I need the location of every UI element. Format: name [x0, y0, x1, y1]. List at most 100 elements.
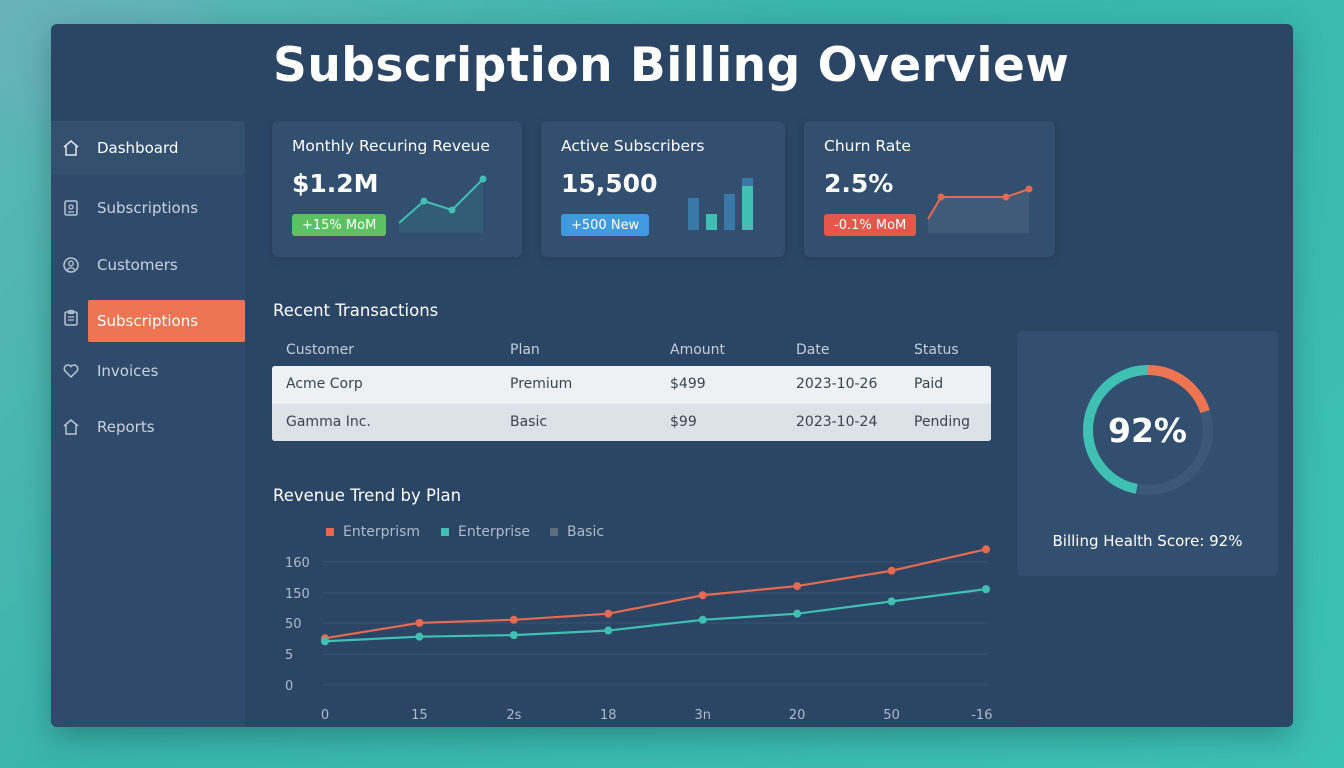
- sidebar-item-invoices[interactable]: Invoices: [51, 344, 245, 398]
- legend-swatch: [441, 528, 449, 536]
- sidebar-item-customers[interactable]: Customers: [51, 238, 245, 292]
- cell-date: 2023-10-24: [796, 414, 878, 430]
- sidebar: Dashboard Subscriptions Customers Invoic…: [51, 121, 245, 727]
- y-tick-label: 5: [285, 648, 293, 663]
- y-tick-label: 50: [285, 617, 302, 632]
- home-icon: [62, 139, 80, 157]
- health-score-label: Billing Health Score: 92%: [1052, 532, 1243, 550]
- y-tick-label: 0: [285, 679, 293, 694]
- card-title: Active Subscribers: [561, 137, 705, 155]
- sidebar-item-subscriptions[interactable]: Subscriptions: [51, 181, 245, 235]
- x-tick-label: 2s: [506, 708, 521, 719]
- dashboard-window: Subscription Billing Overview Dashboard …: [51, 24, 1293, 727]
- x-tick-label: 15: [411, 708, 428, 719]
- card-value: 2.5%: [824, 169, 894, 198]
- health-gauge: [1083, 365, 1213, 495]
- billing-health-panel: 92% Billing Health Score: 92%: [1017, 331, 1278, 576]
- x-tick-label: 50: [883, 708, 900, 719]
- cell-amount: $499: [670, 376, 706, 392]
- sidebar-item-dashboard[interactable]: Dashboard: [51, 121, 245, 175]
- status-badge: -0.1% MoM: [824, 214, 917, 236]
- card-value: $1.2M: [292, 169, 379, 198]
- subscribers-card: Active Subscribers 15,500 +500 New: [541, 121, 785, 257]
- status-badge: +15% MoM: [292, 214, 387, 236]
- data-point[interactable]: [982, 585, 990, 594]
- y-tick-label: 160: [285, 556, 310, 571]
- data-point[interactable]: [698, 615, 707, 624]
- column-header-customer[interactable]: Customer: [286, 342, 355, 358]
- legend-label: Enterprism: [343, 524, 421, 540]
- cell-customer: Acme Corp: [286, 376, 363, 392]
- legend-swatch: [326, 528, 334, 536]
- revenue-trend-chart: 0 5 50 150 160 0 15 2s 18 3n 20 50 -160: [285, 545, 993, 719]
- data-point[interactable]: [415, 618, 424, 627]
- series-line: [324, 548, 987, 640]
- data-point[interactable]: [793, 582, 802, 591]
- legend-label: Enterprise: [458, 524, 531, 540]
- cell-plan: Premium: [510, 376, 573, 392]
- table-row[interactable]: Acme Corp Premium $499 2023-10-26 Paid: [272, 366, 991, 403]
- clipboard-icon: [62, 309, 80, 327]
- cell-amount: $99: [670, 414, 697, 430]
- user-circle-icon: [62, 256, 80, 274]
- page-title: Subscription Billing Overview: [273, 38, 1070, 93]
- cell-status: Pending: [914, 414, 970, 430]
- transactions-table: Acme Corp Premium $499 2023-10-26 Paid G…: [272, 366, 991, 441]
- card-title: Monthly Recuring Reveue: [292, 137, 490, 155]
- sidebar-item-label: Subscriptions: [97, 199, 199, 217]
- column-header-date[interactable]: Date: [796, 342, 830, 358]
- cell-status: Paid: [914, 376, 944, 392]
- gauge-orange-arc: [1083, 365, 1213, 495]
- sidebar-item-label: Subscriptions: [97, 312, 199, 330]
- data-point[interactable]: [793, 609, 802, 618]
- x-tick-label: 0: [321, 708, 329, 719]
- sidebar-item-reports[interactable]: Reports: [51, 400, 245, 454]
- mrr-sparkline: [398, 175, 487, 233]
- data-point[interactable]: [509, 615, 518, 624]
- series-line: [324, 588, 987, 643]
- card-value: 15,500: [561, 169, 658, 198]
- sidebar-item-subscriptions-icon-cell[interactable]: [51, 291, 87, 345]
- x-tick-label: 18: [600, 708, 617, 719]
- data-point[interactable]: [887, 597, 896, 606]
- sidebar-item-label: Dashboard: [97, 139, 179, 157]
- heart-icon: [62, 362, 80, 380]
- legend-item[interactable]: Basic: [550, 524, 604, 540]
- transactions-title: Recent Transactions: [273, 301, 439, 320]
- card-title: Churn Rate: [824, 137, 911, 155]
- sidebar-item-label: Reports: [97, 418, 155, 436]
- home-icon: [62, 418, 80, 436]
- y-tick-label: 150: [285, 587, 310, 602]
- churn-card: Churn Rate 2.5% -0.1% MoM: [804, 121, 1055, 257]
- sidebar-item-label: Customers: [97, 256, 178, 274]
- legend-label: Basic: [567, 524, 605, 540]
- sidebar-item-subscriptions-active[interactable]: Subscriptions: [88, 300, 245, 342]
- id-card-icon: [62, 199, 80, 217]
- data-point[interactable]: [698, 591, 707, 600]
- column-header-amount[interactable]: Amount: [670, 342, 726, 358]
- legend-item[interactable]: Enterprism: [326, 524, 420, 540]
- x-tick-label: -160: [971, 708, 993, 719]
- cell-customer: Gamma Inc.: [286, 414, 371, 430]
- cell-date: 2023-10-26: [796, 376, 878, 392]
- column-header-plan[interactable]: Plan: [510, 342, 540, 358]
- data-point[interactable]: [321, 637, 329, 646]
- data-point[interactable]: [887, 566, 896, 575]
- sidebar-item-label: Invoices: [97, 362, 159, 380]
- x-tick-label: 3n: [694, 708, 711, 719]
- chart-title: Revenue Trend by Plan: [273, 486, 462, 505]
- x-tick-label: 20: [789, 708, 806, 719]
- data-point[interactable]: [982, 545, 990, 554]
- health-score-value: 92%: [1108, 411, 1187, 450]
- data-point[interactable]: [415, 632, 424, 641]
- data-point[interactable]: [604, 609, 613, 618]
- subscribers-bar-sparkline: [688, 178, 753, 230]
- column-header-status[interactable]: Status: [914, 342, 959, 358]
- table-row[interactable]: Gamma Inc. Basic $99 2023-10-24 Pending: [272, 404, 991, 441]
- legend-item[interactable]: Enterprise: [441, 524, 530, 540]
- mrr-card: Monthly Recuring Reveue $1.2M +15% MoM: [272, 121, 522, 257]
- churn-sparkline: [927, 185, 1033, 233]
- cell-plan: Basic: [510, 414, 548, 430]
- data-point[interactable]: [509, 631, 518, 640]
- data-point[interactable]: [604, 626, 613, 635]
